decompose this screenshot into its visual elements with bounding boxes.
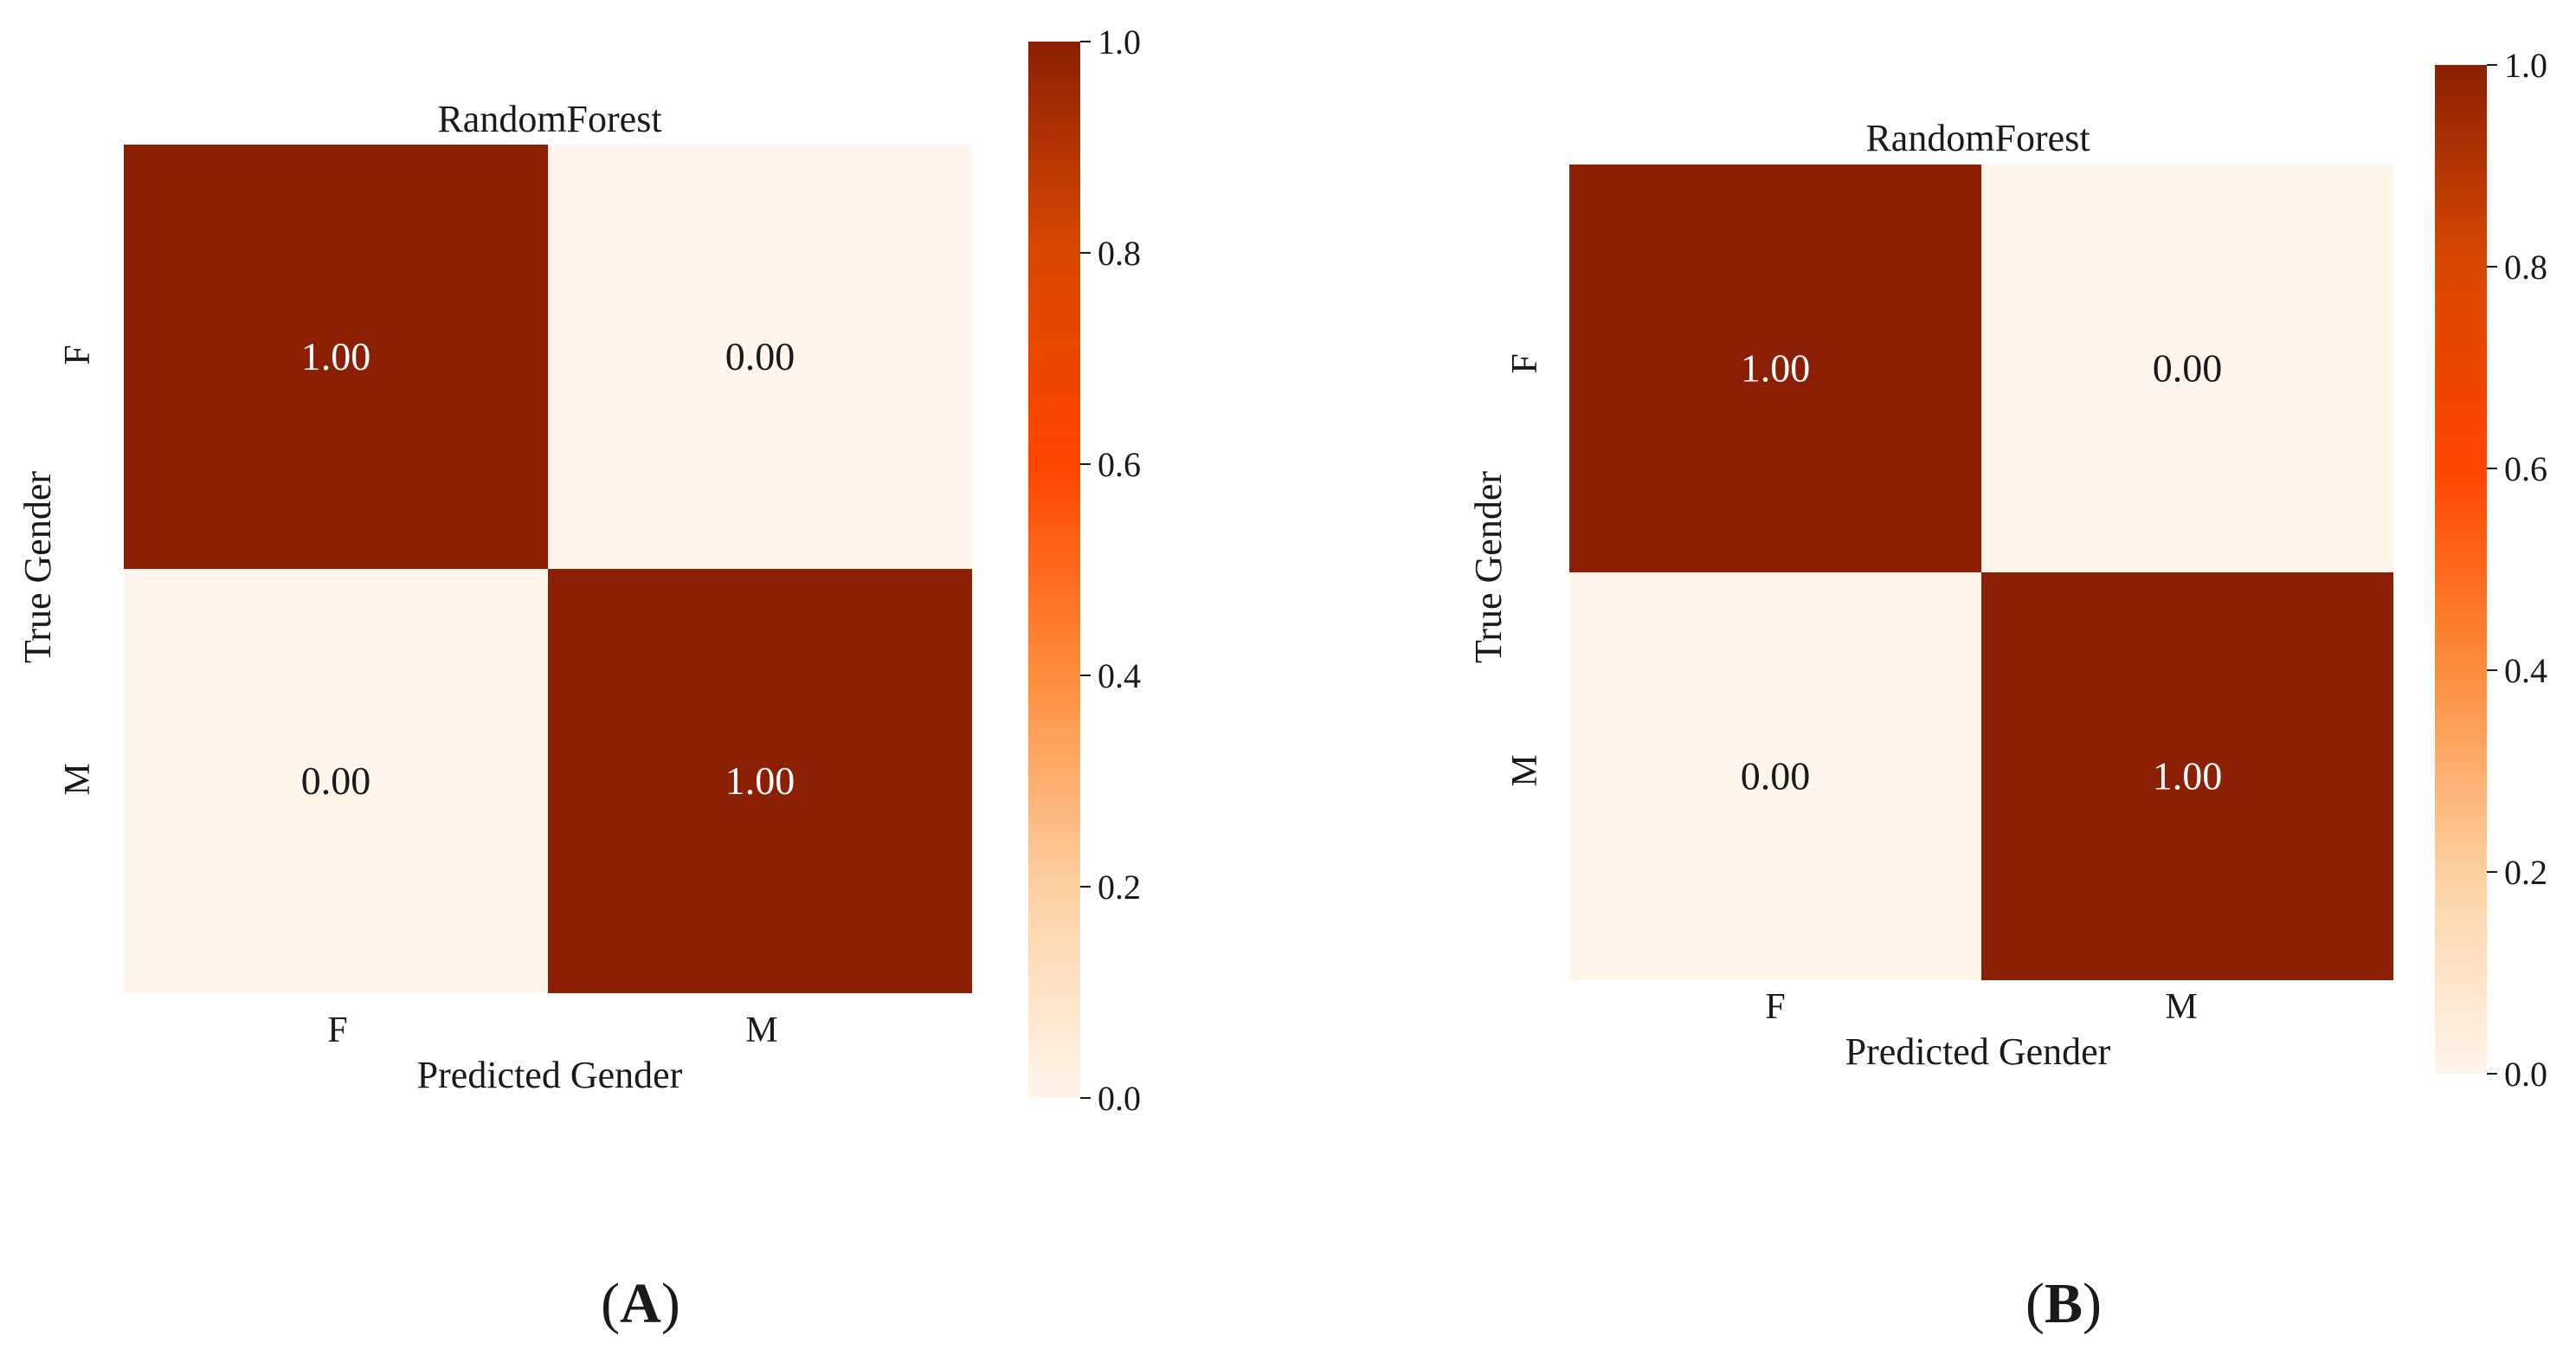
panel-a-cell-label-m-m: 1.00 <box>725 759 795 803</box>
panel-a-colorbar-tick-label: 0.8 <box>1098 234 1141 273</box>
panel-a-cell-f-f <box>124 145 548 569</box>
panel-b-label: (B) <box>2025 1272 2102 1335</box>
panel-b-xtick-f: F <box>1765 987 1785 1027</box>
panel-b-cell-label-m-f: 0.00 <box>1741 754 1811 798</box>
panel-a-colorbar-tick-label: 0.4 <box>1098 656 1141 695</box>
panel-b-cell-f-f <box>1569 165 1981 572</box>
panel-a-colorbar-tick-label: 1.0 <box>1098 23 1141 61</box>
panel-b-colorbar-tick-label: 0.6 <box>2504 449 2547 488</box>
panel-b-cell-label-f-f: 1.00 <box>1741 346 1811 391</box>
panel-b-colorbar <box>2435 65 2487 1074</box>
panel-b-heatmap: 1.00 0.00 0.00 1.00 <box>1569 165 2393 980</box>
panel-a-xtick-f: F <box>327 1011 347 1050</box>
panel-a-ylabel: True Gender <box>16 471 59 663</box>
panel-a-ytick-f: F <box>58 345 98 365</box>
panel-b-xtick-m: M <box>2165 987 2197 1027</box>
panel-b-title: RandomForest <box>1865 117 2090 159</box>
panel-a-cell-f-m <box>548 145 972 569</box>
panel-a-colorbar-tick-label: 0.2 <box>1098 868 1141 907</box>
panel-b-letter: B <box>2045 1272 2083 1335</box>
panel-a: RandomForest 1.00 0.00 0.00 1.00 F M F M Pr… <box>16 23 1141 1335</box>
panel-a-cell-m-m <box>548 569 972 993</box>
panel-b-cell-label-f-m: 0.00 <box>2153 346 2223 391</box>
panel-a-ytick-m: M <box>58 763 98 795</box>
panel-a-cell-label-m-f: 0.00 <box>301 759 371 803</box>
panel-a-xlabel: Predicted Gender <box>417 1054 683 1096</box>
panel-b-cell-m-m <box>1981 572 2393 980</box>
panel-a-label: (A) <box>601 1272 680 1335</box>
panel-b-colorbar-ticks: 0.0 0.2 0.4 0.6 0.8 1.0 <box>2487 46 2547 1094</box>
panel-a-colorbar-tick-label: 0.6 <box>1098 445 1141 484</box>
panel-b-colorbar-tick-label: 0.2 <box>2504 853 2547 892</box>
panel-a-colorbar-ticks: 0.0 0.2 0.4 0.6 0.8 1.0 <box>1080 23 1141 1118</box>
panel-b-colorbar-tick-label: 0.8 <box>2504 248 2547 287</box>
panel-a-cell-label-f-f: 1.00 <box>301 334 371 378</box>
panel-b-colorbar-tick-label: 0.0 <box>2504 1055 2547 1094</box>
panel-b-cell-f-m <box>1981 165 2393 572</box>
panel-b-ytick-f: F <box>1505 353 1545 373</box>
panel-b-colorbar-tick-label: 1.0 <box>2504 46 2547 85</box>
panel-a-letter: A <box>620 1272 661 1335</box>
panel-a-cell-label-f-m: 0.00 <box>725 334 795 378</box>
panel-b-ylabel: True Gender <box>1467 471 1510 663</box>
panel-a-title: RandomForest <box>437 98 661 140</box>
panel-a-xtick-m: M <box>745 1011 777 1050</box>
panel-a-cell-m-f <box>124 569 548 993</box>
panel-b-xlabel: Predicted Gender <box>1845 1030 2111 1073</box>
panel-b-colorbar-tick-label: 0.4 <box>2504 651 2547 690</box>
panel-b-ytick-m: M <box>1505 754 1545 786</box>
panel-b-cell-label-m-m: 1.00 <box>2153 754 2223 798</box>
panel-a-colorbar-tick-label: 0.0 <box>1098 1079 1141 1118</box>
panel-b-cell-m-f <box>1569 572 1981 980</box>
panel-a-colorbar <box>1028 42 1080 1098</box>
panel-a-heatmap: 1.00 0.00 0.00 1.00 <box>124 145 972 993</box>
panel-b: RandomForest 1.00 0.00 0.00 1.00 F M F M Pr… <box>1467 46 2547 1335</box>
